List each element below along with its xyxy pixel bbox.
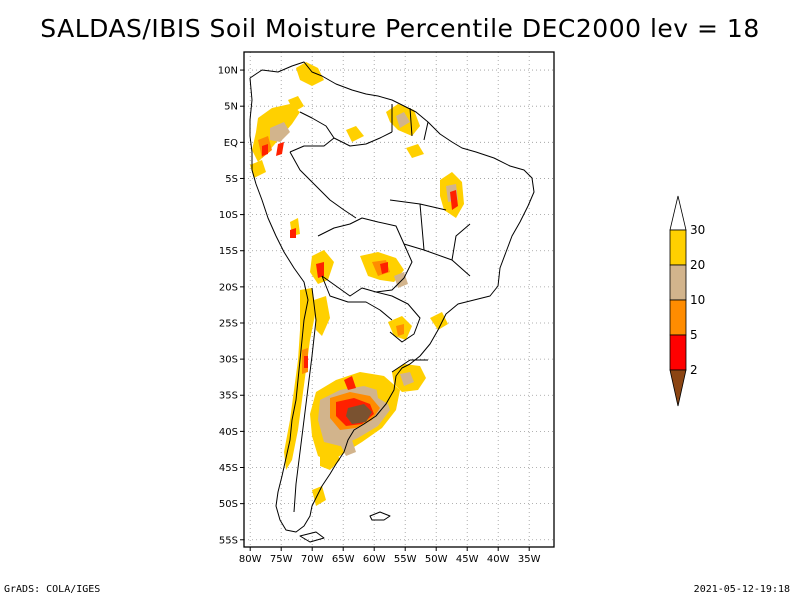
border-venezuela-brazil bbox=[333, 131, 393, 147]
lat-label: 30S bbox=[219, 355, 238, 366]
border-argentina-north bbox=[321, 275, 393, 321]
lon-label: 60W bbox=[363, 554, 386, 565]
colorbar-10-20 bbox=[669, 264, 687, 301]
patch-pampas-red2 bbox=[344, 376, 356, 390]
border-guianas bbox=[391, 104, 429, 141]
lon-label: 65W bbox=[332, 554, 355, 565]
border-brazil-states bbox=[389, 199, 471, 277]
colorbar-5-10 bbox=[669, 299, 687, 336]
lon-label: 50W bbox=[425, 554, 448, 565]
patch-chile-red bbox=[304, 356, 308, 368]
lon-label: 45W bbox=[456, 554, 479, 565]
lat-label: 40S bbox=[219, 427, 238, 438]
lon-label: 80W bbox=[239, 554, 262, 565]
patch-venezuela-yellow2 bbox=[288, 96, 304, 112]
border-uruguay bbox=[391, 359, 428, 373]
map-title: SALDAS/IBIS Soil Moisture Percentile DEC… bbox=[40, 14, 760, 43]
patch-peru-yellow bbox=[250, 160, 266, 178]
lat-label: 10N bbox=[218, 66, 238, 77]
patch-andes-yellow bbox=[314, 296, 330, 336]
patch-guiana-tan bbox=[396, 112, 410, 128]
colorbar-20-30 bbox=[669, 229, 687, 266]
coastlines bbox=[249, 61, 535, 543]
colorbar-label-5: 5 bbox=[690, 328, 698, 342]
longitude-labels: 80W 75W 70W 65W 60W 55W 50W 45W 40W 35W bbox=[239, 547, 541, 565]
footer-timestamp: 2021-05-12-19:18 bbox=[693, 584, 790, 595]
colorbar-label-30: 30 bbox=[690, 223, 705, 237]
border-paraguay bbox=[375, 291, 421, 343]
lat-label: 25S bbox=[219, 318, 238, 329]
lat-label: 45S bbox=[219, 463, 238, 474]
lon-label: 70W bbox=[301, 554, 324, 565]
patch-peru-red bbox=[290, 228, 296, 238]
patch-colombia-tan bbox=[270, 122, 290, 142]
colorbar-label-20: 20 bbox=[690, 258, 705, 272]
map-gridlines bbox=[244, 52, 554, 547]
lat-label: EQ bbox=[224, 138, 238, 149]
patch-paraguay-orange bbox=[396, 324, 404, 336]
lat-label: 35S bbox=[219, 391, 238, 402]
south-america-coastline bbox=[249, 61, 535, 533]
colorbar-above-30 bbox=[669, 195, 687, 231]
patch-uruguay-tan bbox=[400, 372, 414, 386]
patch-venezuela-yellow bbox=[296, 62, 324, 86]
colorbar-label-2: 2 bbox=[690, 363, 698, 377]
lat-label: 5N bbox=[224, 102, 238, 113]
lon-label: 75W bbox=[270, 554, 293, 565]
patch-buenos-aires-yellow bbox=[376, 384, 398, 404]
colorbar-2-5 bbox=[669, 334, 687, 371]
lat-label: 50S bbox=[219, 499, 238, 510]
lon-label: 35W bbox=[518, 554, 541, 565]
patch-pampas-brown bbox=[346, 404, 372, 424]
falklands bbox=[369, 511, 391, 521]
soil-moisture-field bbox=[250, 62, 464, 506]
colorbar-label-10: 10 bbox=[690, 293, 705, 307]
tierra-del-fuego bbox=[299, 531, 325, 543]
lon-label: 55W bbox=[394, 554, 417, 565]
lat-label: 15S bbox=[219, 246, 238, 257]
patch-ne-brazil-red bbox=[450, 190, 458, 210]
patch-bolivia-red2 bbox=[380, 262, 388, 274]
lat-label: 55S bbox=[219, 535, 238, 546]
colorbar-below-2 bbox=[669, 369, 687, 407]
patch-venezuela-yellow3 bbox=[346, 126, 364, 142]
map-frame bbox=[243, 51, 555, 548]
colorbar: 30 20 10 5 2 bbox=[669, 195, 705, 407]
lat-label: 5S bbox=[225, 174, 238, 185]
lat-label: 20S bbox=[219, 282, 238, 293]
patch-colombia-red bbox=[276, 142, 284, 156]
border-peru-brazil bbox=[289, 151, 357, 219]
footer-credit: GrADS: COLA/IGES bbox=[4, 584, 101, 595]
patch-ecuador-red bbox=[262, 144, 268, 156]
patch-bolivia-red bbox=[316, 262, 324, 278]
patch-patagonia-yellow2 bbox=[312, 486, 326, 506]
lon-label: 40W bbox=[487, 554, 510, 565]
patch-patagonia-yellow bbox=[320, 446, 340, 470]
border-bolivia bbox=[317, 217, 413, 297]
border-argentina-chile bbox=[293, 287, 317, 513]
patch-brazil-se-yellow bbox=[430, 312, 448, 330]
latitude-labels: 10N 5N EQ 5S 10S 15S 20S 25S 30S 35S 40S 45S 50S 55S bbox=[218, 66, 244, 546]
lat-label: 10S bbox=[219, 210, 238, 221]
patch-amapa-yellow bbox=[406, 144, 424, 158]
